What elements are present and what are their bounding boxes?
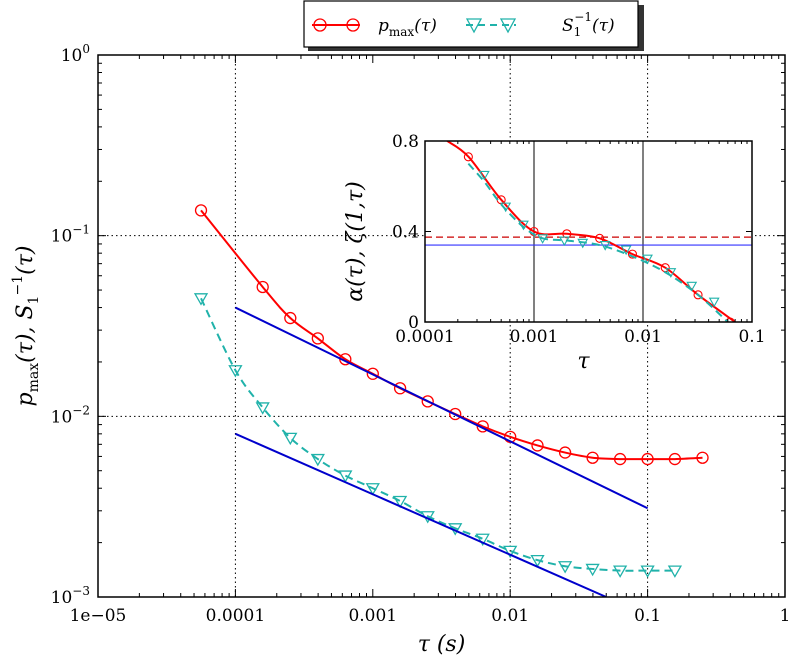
data-point — [668, 452, 682, 466]
legend: pmax(τ) S1−1(τ) — [303, 0, 644, 51]
data-point — [256, 280, 269, 294]
data-point — [585, 563, 600, 577]
x-tick-label: 0.1 — [634, 606, 661, 626]
data-point — [392, 495, 408, 509]
inset-y-tick-label: 0 — [408, 313, 419, 333]
inset-data-point — [517, 220, 529, 231]
inset-data-point — [595, 233, 605, 243]
legend-entry-s1: S1−1(τ) — [465, 10, 615, 39]
legend-label-s1: S1−1(τ) — [562, 10, 615, 39]
x-tick-label: 1e−05 — [70, 606, 127, 626]
inset-data-point — [478, 170, 490, 181]
inset-data-point — [642, 254, 653, 265]
inset-x-tick-label: 0.0001 — [395, 327, 454, 347]
data-point — [586, 451, 599, 464]
data-point — [255, 402, 270, 415]
inset-data-point — [708, 297, 720, 308]
inset-data-point — [463, 152, 473, 162]
x-axis-title: τ (s) — [418, 632, 466, 656]
data-point — [449, 407, 462, 421]
legend-label-pmax: pmax(τ) — [378, 16, 437, 39]
inset-data-point — [665, 268, 677, 278]
inset-y-tick-label: 0.8 — [392, 132, 419, 152]
series-line — [234, 432, 607, 597]
x-tick-label: 0.0001 — [206, 606, 265, 626]
series-1 — [193, 293, 683, 578]
data-point — [503, 545, 518, 559]
series-3 — [234, 432, 607, 597]
data-point — [613, 565, 628, 578]
inset-x-tick-label: 0.001 — [510, 327, 559, 347]
inset-data-point — [577, 238, 589, 249]
data-point — [393, 382, 407, 395]
inset-series-line — [446, 141, 736, 322]
inset-plot: 0.0001 0.001 0.01 0.1 0 0.4 0.8 τ α(τ), ζ(1,τ) — [343, 132, 766, 374]
y-axis-title: pmax(τ), S1−1(τ) — [10, 246, 42, 407]
main-plot: 1e−05 0.0001 0.001 0.01 0.1 1 10−3 10−2 10−1 100 τ… — [10, 42, 789, 656]
data-point — [228, 365, 243, 378]
data-point — [640, 565, 655, 578]
data-point — [311, 332, 324, 345]
data-point — [558, 446, 572, 459]
data-point — [475, 533, 490, 547]
data-point — [366, 367, 379, 380]
inset-data-point — [562, 229, 572, 239]
inset-data-point — [537, 234, 549, 244]
series-2 — [234, 306, 649, 510]
x-tick-label: 1 — [780, 606, 789, 626]
data-point — [310, 453, 325, 467]
inset-data-point — [686, 281, 698, 292]
legend-entry-pmax: pmax(τ) — [312, 16, 437, 39]
data-point — [641, 452, 654, 466]
inset-data-point — [627, 249, 637, 259]
data-point — [365, 483, 380, 496]
y-tick-label: 10−1 — [51, 223, 90, 247]
inset-data-point — [500, 202, 512, 213]
data-point — [338, 470, 353, 483]
inset-x-axis-title: τ — [577, 349, 590, 374]
inset-data-point — [620, 245, 632, 256]
inset-y-axis-title: α(τ), ζ(1,τ) — [343, 181, 368, 301]
data-point — [696, 451, 709, 464]
data-point — [193, 293, 209, 306]
y-tick-label: 10−3 — [51, 584, 90, 608]
inset-frame — [424, 140, 753, 323]
x-tick-label: 0.001 — [348, 606, 397, 626]
x-tick-label: 0.01 — [491, 606, 529, 626]
inset-data-point — [693, 290, 703, 300]
inset-data-point — [599, 241, 611, 251]
data-point — [530, 554, 545, 568]
main-frame — [97, 54, 786, 598]
data-point — [421, 395, 434, 408]
inset-data-point — [558, 236, 570, 247]
inset-series-1 — [467, 162, 729, 322]
y-tick-label: 10−2 — [51, 403, 90, 427]
data-point — [613, 452, 627, 466]
data-point — [557, 561, 573, 574]
inset-x-tick-label: 0.01 — [624, 327, 662, 347]
data-point — [667, 565, 683, 578]
data-point — [284, 311, 297, 325]
y-tick-label: 100 — [61, 42, 90, 66]
series-line — [234, 306, 649, 510]
inset-y-tick-label: 0.4 — [392, 223, 419, 243]
inset-data-point — [725, 317, 735, 322]
data-point — [283, 432, 298, 446]
data-point — [531, 439, 544, 452]
data-point — [194, 204, 208, 217]
inset-x-tick-label: 0.1 — [738, 327, 765, 347]
